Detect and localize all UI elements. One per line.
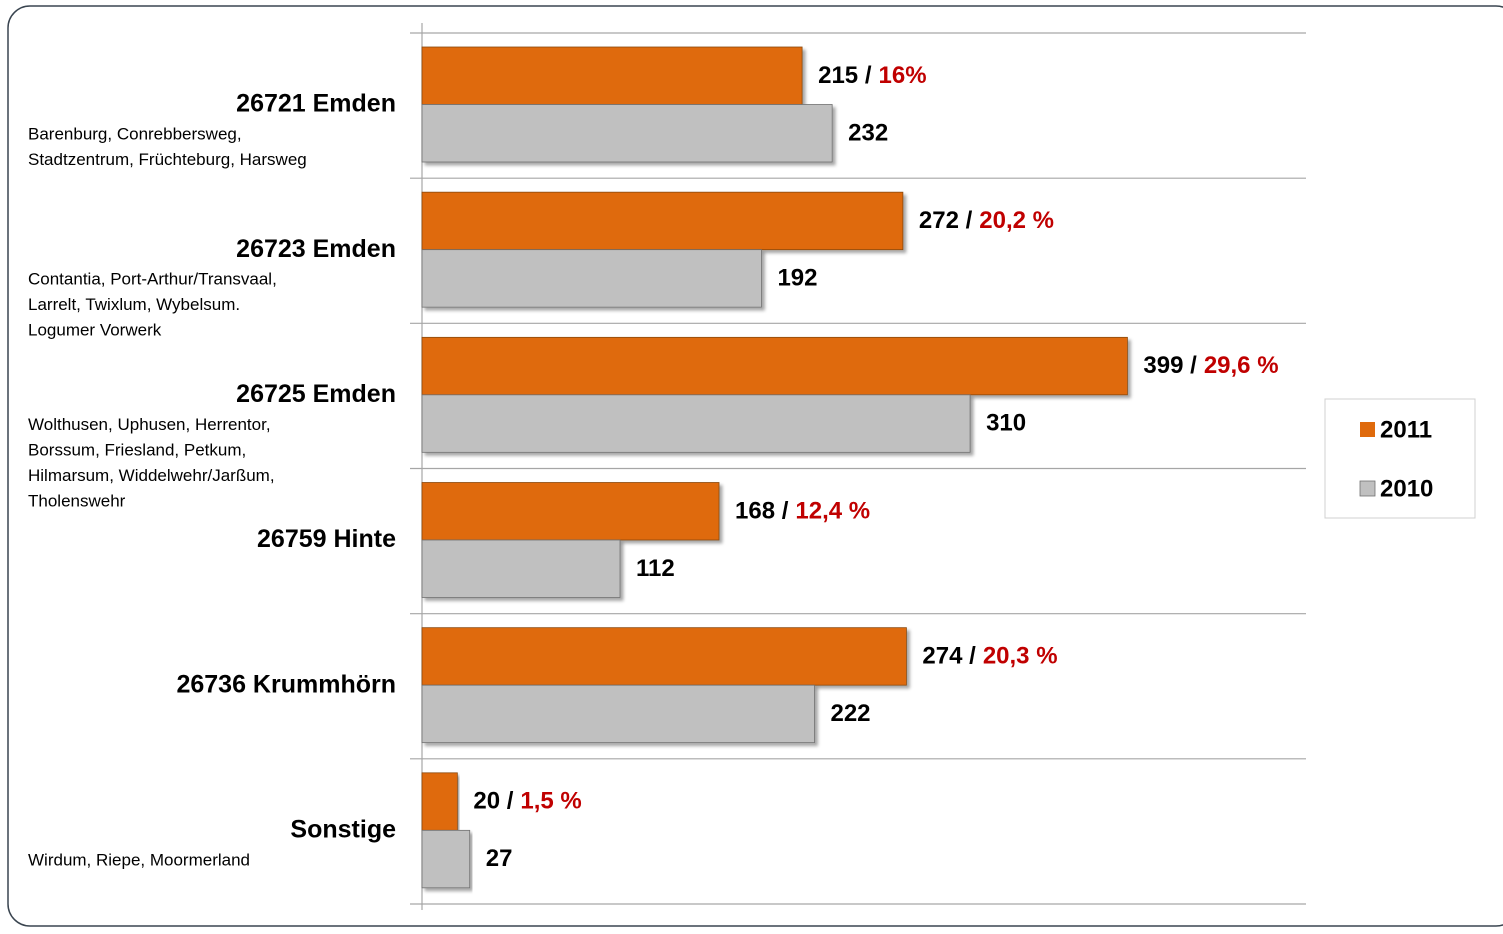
- category-description: Contantia, Port-Arthur/Transvaal,: [28, 270, 277, 289]
- category-description: Larrelt, Twixlum, Wybelsum.: [28, 295, 240, 314]
- value-text: 112: [636, 555, 675, 582]
- category-description: Barenburg, Conrebbersweg,: [28, 124, 242, 143]
- category-label: Sonstige: [290, 815, 396, 843]
- category-label: 26759 Hinte: [257, 525, 396, 553]
- value-text: 27: [486, 845, 513, 872]
- bar: [421, 772, 458, 831]
- value-label: 399 / 29,6 %: [1143, 352, 1278, 379]
- value-text: 215 /: [818, 62, 872, 89]
- category-label: 26721 Emden: [236, 90, 396, 118]
- value-text: 20 /: [473, 788, 513, 815]
- value-text: 222: [830, 700, 870, 727]
- share-label: 20,2 %: [979, 207, 1054, 234]
- legend-label: 2011: [1380, 416, 1432, 443]
- value-label: 112: [636, 555, 675, 582]
- bar: [421, 249, 762, 308]
- value-label: 222: [830, 700, 870, 727]
- value-text: 168 /: [735, 498, 789, 525]
- value-label: 232: [848, 120, 888, 147]
- share-label: 12,4 %: [795, 498, 870, 525]
- bar: [421, 46, 803, 105]
- bar: [421, 684, 815, 744]
- value-label: 274 / 20,3 %: [922, 643, 1057, 670]
- bar: [421, 104, 833, 163]
- bar: [421, 482, 720, 541]
- share-label: 1,5 %: [520, 788, 581, 815]
- frame: [7, 5, 1503, 927]
- value-text: 272 /: [919, 207, 973, 234]
- value-label: 20 / 1,5 %: [473, 788, 581, 815]
- value-label: 192: [777, 265, 817, 292]
- category-description: Wirdum, Riepe, Moormerland: [28, 850, 250, 869]
- category-description: Stadtzentrum, Früchteburg, Harsweg: [28, 150, 307, 169]
- category-description: Hilmarsum, Widdelwehr/Jarßum,: [28, 466, 275, 485]
- value-label: 27: [486, 845, 513, 872]
- value-text: 399 /: [1143, 352, 1197, 379]
- value-text: 232: [848, 120, 888, 147]
- share-label: 29,6 %: [1204, 352, 1279, 379]
- value-text: 192: [777, 265, 817, 292]
- value-text: 310: [986, 410, 1026, 437]
- bar: [421, 394, 971, 453]
- bar: [421, 539, 621, 598]
- bar: [421, 829, 471, 889]
- value-label: 310: [986, 410, 1026, 437]
- category-description: Borssum, Friesland, Petkum,: [28, 440, 246, 459]
- legend-swatch: [1359, 480, 1376, 497]
- legend-box: [1324, 398, 1476, 519]
- category-label: 26723 Emden: [236, 235, 396, 263]
- category-label: 26725 Emden: [236, 380, 396, 408]
- legend-swatch: [1360, 422, 1375, 437]
- category-description: Tholenswehr: [28, 491, 126, 510]
- category-label: 26736 Krummhörn: [176, 670, 396, 698]
- bar: [421, 191, 904, 251]
- value-text: 274 /: [922, 643, 976, 670]
- value-label: 272 /20,2 %: [919, 207, 1054, 234]
- value-label: 168 /12,4 %: [735, 498, 870, 525]
- category-description: Logumer Vorwerk: [28, 321, 162, 340]
- bar: [421, 336, 1128, 396]
- bar: [421, 627, 907, 686]
- share-label: 20,3 %: [983, 643, 1058, 670]
- share-label: 16%: [879, 62, 927, 89]
- category-description: Wolthusen, Uphusen, Herrentor,: [28, 415, 271, 434]
- legend-label: 2010: [1380, 475, 1433, 502]
- value-label: 215 / 16%: [818, 62, 926, 89]
